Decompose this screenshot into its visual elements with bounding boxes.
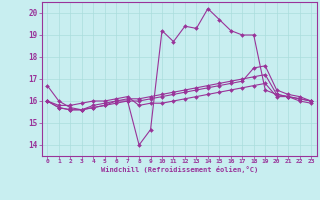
X-axis label: Windchill (Refroidissement éolien,°C): Windchill (Refroidissement éolien,°C)	[100, 166, 258, 173]
